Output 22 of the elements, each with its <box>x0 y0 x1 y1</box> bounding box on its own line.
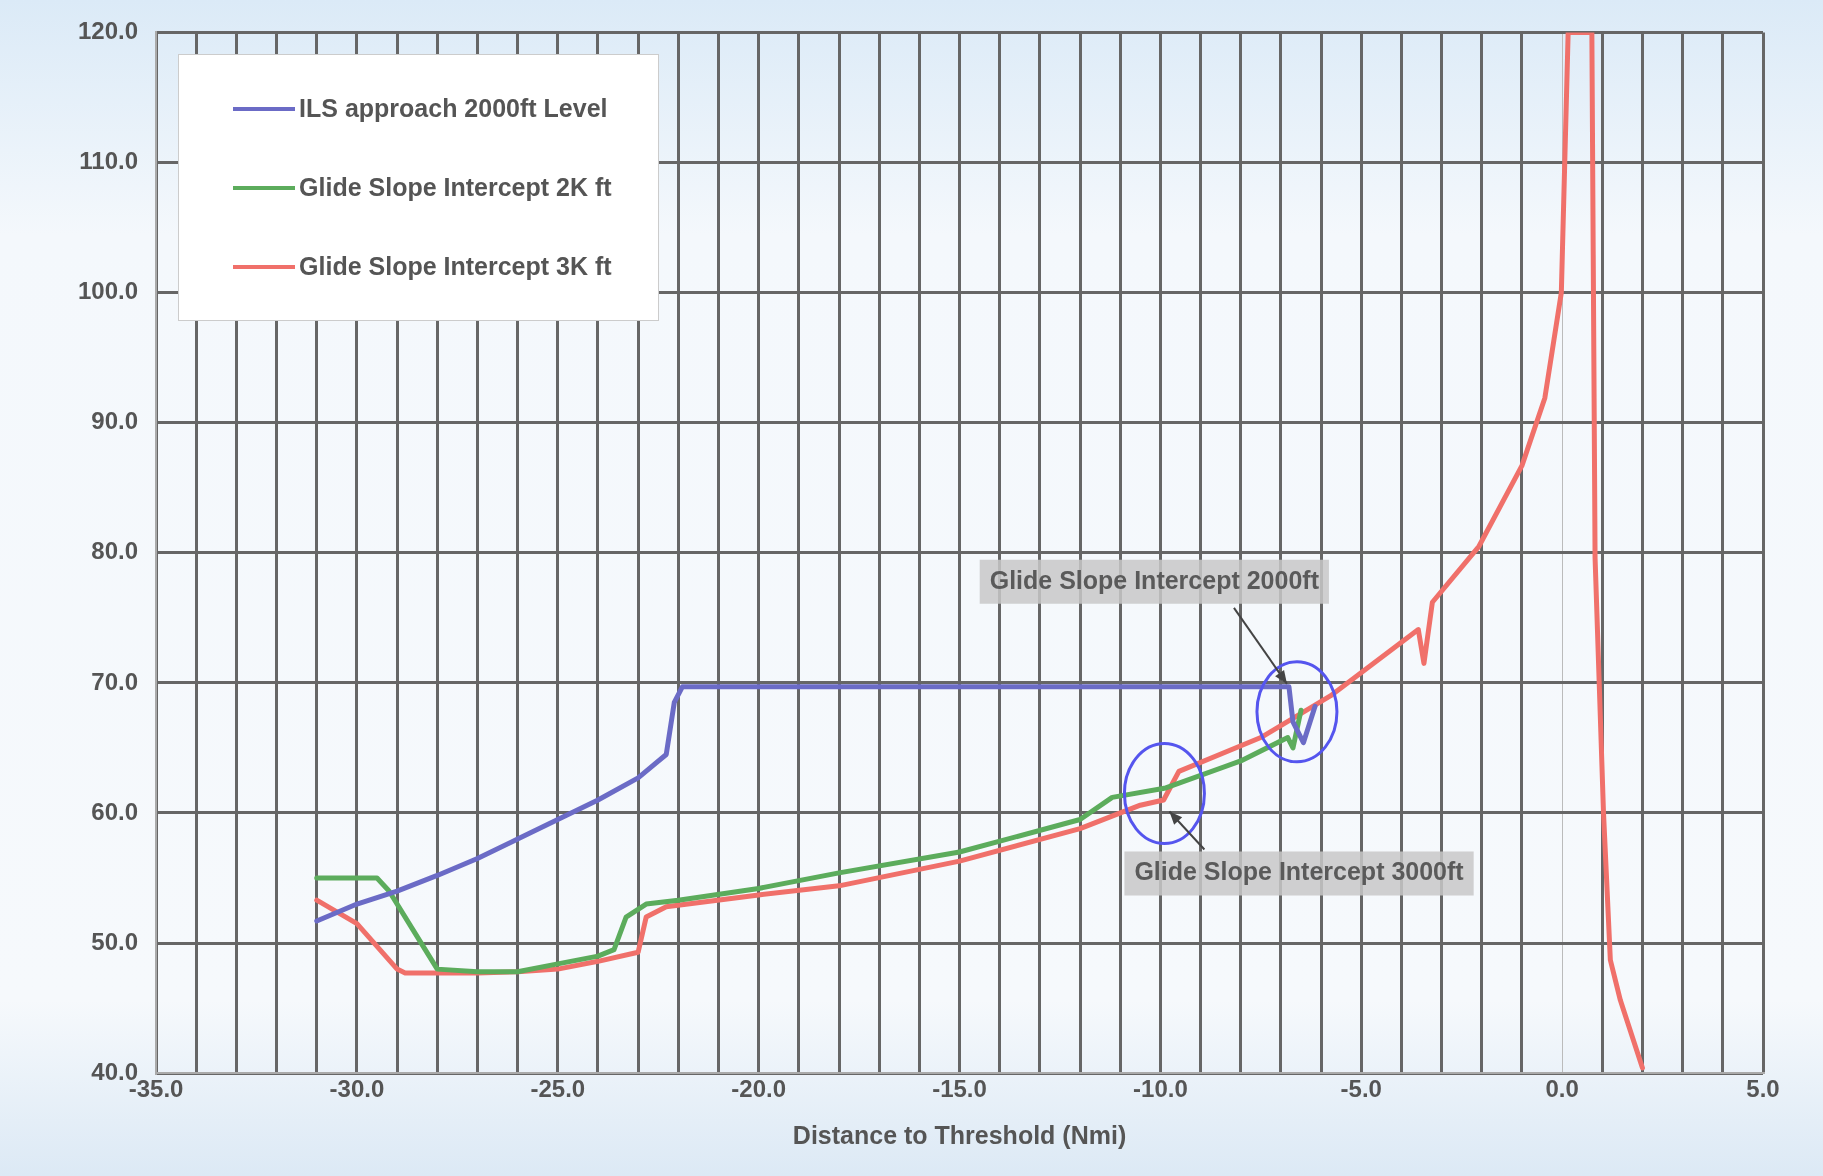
x-tick-label: 0.0 <box>1545 1075 1579 1103</box>
y-tick-label: 90.0 <box>91 407 139 435</box>
legend-label: Glide Slope Intercept 2K ft <box>298 172 612 204</box>
y-tick-label: 60.0 <box>91 797 139 825</box>
y-tick-label: 70.0 <box>91 667 139 695</box>
x-tick-label: -10.0 <box>1133 1075 1188 1103</box>
x-tick-label: -5.0 <box>1340 1075 1382 1103</box>
legend-label: ILS approach 2000ft Level <box>298 93 609 125</box>
legend-label: Glide Slope Intercept 3K ft <box>298 251 612 283</box>
y-tick-label: 110.0 <box>79 147 139 175</box>
annotation: Glide Slope Intercept 2000ft <box>989 565 1320 594</box>
y-tick-label: 120.0 <box>78 17 139 45</box>
y-tick-label: 80.0 <box>91 537 139 565</box>
x-tick-label: 5.0 <box>1746 1075 1780 1103</box>
x-tick-label: -20.0 <box>731 1075 787 1103</box>
y-tick-label: 100.0 <box>78 277 139 305</box>
x-tick-label: -15.0 <box>932 1075 987 1103</box>
x-tick-label: -30.0 <box>329 1075 385 1103</box>
annotation: Glide Slope Intercept 3000ft <box>1134 857 1465 886</box>
x-tick-label: -25.0 <box>530 1075 586 1103</box>
y-tick-label: 50.0 <box>91 927 139 955</box>
x-axis-title: Distance to Threshold (Nmi) <box>792 1120 1127 1149</box>
